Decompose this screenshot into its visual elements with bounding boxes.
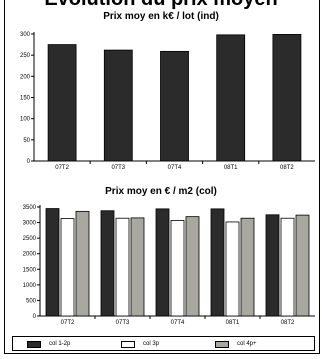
legend-label-col-1-2p: col 1-2p xyxy=(49,341,71,347)
y-tick-label-ind: 0 xyxy=(27,159,31,165)
x-tick-label-col: 08T2 xyxy=(281,320,295,326)
bar-col-series-2 xyxy=(185,216,200,317)
legend-swatch-col-4p xyxy=(215,340,229,348)
bar-col-series-0 xyxy=(155,208,170,317)
bar-ind xyxy=(47,44,77,162)
bar-ind xyxy=(216,34,246,162)
legend-item-col-3p: col 3p xyxy=(121,339,159,349)
legend-swatch-col-3p xyxy=(121,340,135,348)
legend-swatch-col-1-2p xyxy=(27,340,41,348)
y-tick-label-col: 1000 xyxy=(23,283,37,289)
bar-col-series-0 xyxy=(45,208,60,317)
bar-col-series-1 xyxy=(170,219,185,317)
y-tick-label-ind: 150 xyxy=(20,96,31,102)
x-tick-label-col: 07T4 xyxy=(171,320,185,326)
y-tick-label-col: 500 xyxy=(26,298,37,304)
x-tick-label-ind: 08T1 xyxy=(224,165,238,171)
bar-col-series-2 xyxy=(295,214,310,317)
y-tick-label-col: 3000 xyxy=(23,221,37,227)
bar-ind xyxy=(272,34,302,162)
legend-label-col-4p: col 4p+ xyxy=(237,341,257,347)
legend: col 1-2p col 3p col 4p+ xyxy=(12,336,315,351)
bar-col-series-0 xyxy=(265,214,280,317)
x-tick-label-col: 07T2 xyxy=(61,320,75,326)
x-tick-label-ind: 07T4 xyxy=(168,165,182,171)
y-tick-label-col: 2000 xyxy=(23,252,37,258)
bar-col-series-2 xyxy=(240,217,255,317)
bar-col-series-2 xyxy=(130,217,145,317)
bar-col-series-2 xyxy=(75,210,90,317)
bar-col-series-0 xyxy=(210,208,225,317)
bar-ind xyxy=(103,49,133,162)
y-tick-label-col: 1500 xyxy=(23,267,37,273)
x-tick-label-col: 07T3 xyxy=(116,320,130,326)
y-tick-label-ind: 50 xyxy=(23,138,30,144)
y-tick-label-ind: 250 xyxy=(20,53,31,59)
chart-title-col: Prix moy en € / m2 (col) xyxy=(105,186,217,197)
bar-col-series-0 xyxy=(100,210,115,317)
chart-frame xyxy=(4,0,320,354)
legend-item-col-4p: col 4p+ xyxy=(215,339,257,349)
x-tick-label-ind: 07T3 xyxy=(111,165,125,171)
legend-item-col-1-2p: col 1-2p xyxy=(27,339,70,349)
y-tick-label-col: 3500 xyxy=(23,205,37,211)
bar-ind xyxy=(160,50,189,162)
x-tick-label-ind: 08T2 xyxy=(280,165,294,171)
y-tick-label-col: 0 xyxy=(33,314,37,320)
legend-label-col-3p: col 3p xyxy=(143,341,160,347)
y-tick-label-ind: 300 xyxy=(20,32,31,38)
bar-col-series-1 xyxy=(225,221,240,317)
y-tick-label-ind: 100 xyxy=(20,117,31,123)
chart-title-ind: Prix moy en k€ / lot (ind) xyxy=(103,11,219,22)
x-tick-label-col: 08T1 xyxy=(226,320,240,326)
bar-col-series-1 xyxy=(280,217,295,317)
y-tick-label-col: 2500 xyxy=(23,236,37,242)
x-tick-label-ind: 07T2 xyxy=(55,165,69,171)
bar-col-series-1 xyxy=(60,218,75,317)
y-tick-label-ind: 200 xyxy=(20,74,31,80)
bar-col-series-1 xyxy=(115,217,130,317)
